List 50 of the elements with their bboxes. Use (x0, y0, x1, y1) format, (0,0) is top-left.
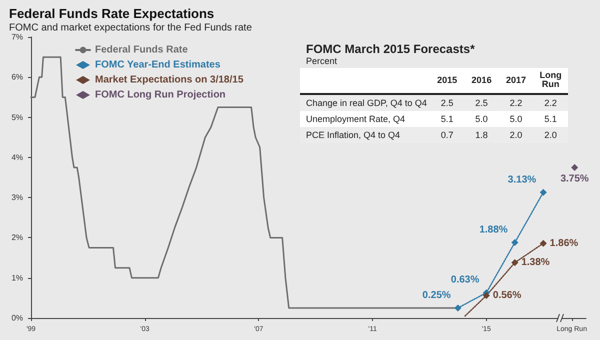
legend-label: FOMC Year-End Estimates (95, 60, 221, 70)
text: 1.8 (475, 130, 488, 140)
text: 2.0 (544, 130, 557, 140)
category-label: Unemployment Rate, Q4 (306, 114, 406, 124)
point (571, 164, 578, 171)
data-label: 1.86% (550, 238, 578, 249)
text: 2.2 (510, 98, 522, 108)
data-label: 0.56% (492, 290, 522, 302)
legend-label: Market Expectations on 3/18/15 (95, 74, 244, 86)
y-tick-label: 5% (11, 112, 23, 122)
text: 0.7 (440, 130, 454, 140)
category-label: Change in real GDP, Q4 to Q4 (306, 98, 427, 108)
category-label: 2015 (430, 68, 464, 94)
data-label: 0.25% (422, 290, 451, 301)
y-tick-label: 2% (11, 233, 23, 242)
chart-subtitle: FOMC and market expectations for the Fed Funds rate (9, 22, 252, 34)
y-tick-label: 6% (11, 72, 23, 82)
data-label: 1.88% (479, 224, 508, 236)
y-tick-label: 7% (11, 32, 23, 42)
data-label: 3.13% (508, 174, 536, 186)
point (540, 188, 547, 196)
legend-label: Federal Funds Rate (95, 44, 188, 56)
point (482, 292, 490, 300)
category-label: 2017 (498, 68, 534, 94)
data-label: 3.75% (560, 173, 589, 184)
text: 5.0 (510, 114, 522, 124)
text: Percent (305, 56, 338, 68)
chart-title: Federal Funds Rate Expectations (9, 6, 214, 21)
y-tick-label: 3% (11, 193, 23, 202)
text: 2.2 (544, 98, 557, 108)
text: FOMC March 2015 Forecasts* (305, 41, 476, 56)
text: 2.5 (440, 98, 454, 108)
legend-label: FOMC Long Run Projection (95, 90, 226, 100)
y-tick-label: 4% (11, 152, 23, 162)
text: 5.0 (475, 114, 488, 124)
category-label: Long Run (533, 68, 568, 94)
text: 5.1 (544, 114, 557, 124)
point (511, 239, 518, 246)
point (511, 259, 518, 266)
text: 5.1 (440, 114, 454, 124)
y-tick-label: 0% (11, 314, 23, 322)
category-label: 2016 (464, 68, 499, 94)
y-tick-label: 1% (11, 273, 23, 282)
text: 2.0 (510, 130, 522, 140)
data-label: 1.38% (521, 257, 550, 268)
data-label: 0.63% (450, 274, 480, 286)
point (540, 240, 547, 247)
text: 2.5 (475, 98, 488, 108)
point (454, 304, 462, 312)
category-label: PCE Inflation, Q4 to Q4 (306, 130, 400, 140)
